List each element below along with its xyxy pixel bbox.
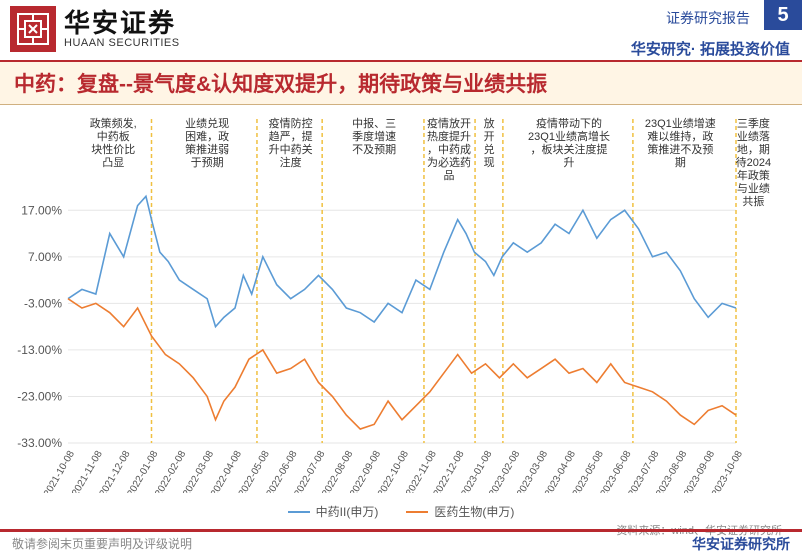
svg-text:品: 品 (444, 169, 455, 182)
svg-text:放: 放 (484, 116, 495, 130)
chart-area: -33.00% -23.00% -13.00% -3.00% 7.00% 17.00% 20… (0, 105, 802, 505)
footer: 敬请参阅末页重要声明及评级说明 华安证券研究所 (0, 529, 802, 555)
svg-text:疫情防控: 疫情防控 (269, 116, 313, 130)
svg-text:疫情带动下的: 疫情带动下的 (536, 116, 602, 130)
svg-text:，板块关注度提: ，板块关注度提 (531, 142, 608, 156)
svg-text:地，期: 地，期 (737, 143, 770, 156)
page-title: 中药：复盘--景气度&认知度双提升，期待政策与业绩共振 (0, 62, 802, 105)
svg-text:三季度: 三季度 (737, 116, 770, 130)
svg-text:年政策: 年政策 (737, 168, 770, 182)
logo-icon (10, 6, 56, 52)
svg-text:于预期: 于预期 (191, 156, 224, 169)
svg-text:业绩落: 业绩落 (737, 130, 770, 143)
svg-text:业绩兑现: 业绩兑现 (185, 116, 229, 130)
svg-text:策推进弱: 策推进弱 (185, 142, 229, 156)
svg-text:，中药成: ，中药成 (427, 143, 471, 156)
svg-text:期: 期 (675, 156, 686, 169)
svg-text:政策频发,: 政策频发, (90, 116, 137, 130)
svg-text:季度增速: 季度增速 (352, 129, 396, 143)
svg-text:待2024: 待2024 (736, 155, 771, 169)
svg-text:热度提升: 热度提升 (427, 129, 471, 143)
legend-label: 中药II(申万) (316, 503, 379, 520)
svg-text:疫情放开: 疫情放开 (427, 116, 471, 130)
svg-text:注度: 注度 (280, 155, 302, 169)
svg-text:现: 现 (484, 156, 495, 169)
legend-item: 中药II(申万) (288, 503, 379, 520)
sub-brand: 华安研究· 拓展投资价值 (631, 38, 790, 59)
svg-text:共振: 共振 (742, 194, 764, 208)
legend-swatch (406, 511, 428, 513)
svg-text:开: 开 (484, 131, 495, 143)
logo-text: 华安证券 HUAAN SECURITIES (64, 9, 180, 50)
legend-label: 医药生物(申万) (434, 503, 514, 520)
svg-text:-13.00%: -13.00% (17, 343, 62, 357)
report-type: 证券研究报告 (666, 8, 750, 28)
logo-en: HUAAN SECURITIES (64, 37, 180, 49)
svg-text:困难，政: 困难，政 (185, 129, 229, 143)
legend-swatch (288, 511, 310, 513)
svg-text:2021-10-08: 2021-10-08 (42, 449, 77, 493)
svg-text:块性价比: 块性价比 (91, 142, 135, 156)
svg-text:中报、三: 中报、三 (352, 116, 396, 130)
chart-svg: -33.00% -23.00% -13.00% -3.00% 7.00% 17.00% 20… (10, 113, 792, 493)
svg-text:-3.00%: -3.00% (24, 296, 62, 310)
svg-text:策推进不及预: 策推进不及预 (647, 142, 713, 156)
svg-text:升中药关: 升中药关 (269, 142, 313, 156)
footer-left: 敬请参阅末页重要声明及评级说明 (12, 535, 192, 552)
svg-text:-33.00%: -33.00% (17, 436, 62, 450)
svg-text:7.00%: 7.00% (28, 250, 62, 264)
footer-right: 华安证券研究所 (692, 534, 790, 554)
svg-text:为必选药: 为必选药 (427, 156, 471, 169)
svg-text:23Q1业绩增速: 23Q1业绩增速 (645, 116, 716, 130)
svg-text:不及预期: 不及预期 (352, 143, 396, 156)
legend: 中药II(申万) 医药生物(申万) (0, 503, 802, 520)
page-number: 5 (764, 0, 802, 30)
svg-text:凸显: 凸显 (102, 156, 124, 169)
svg-text:与业绩: 与业绩 (737, 182, 770, 195)
svg-text:难以维持，政: 难以维持，政 (647, 129, 713, 143)
legend-item: 医药生物(申万) (406, 503, 514, 520)
svg-text:升: 升 (564, 156, 575, 169)
svg-text:趋严，提: 趋严，提 (269, 130, 313, 143)
svg-text:中药板: 中药板 (97, 129, 130, 143)
header: 华安证券 HUAAN SECURITIES 证券研究报告 5 华安研究· 拓展投… (0, 0, 802, 60)
svg-text:17.00%: 17.00% (21, 203, 62, 217)
logo-cn: 华安证券 (64, 9, 180, 38)
svg-text:-23.00%: -23.00% (17, 389, 62, 403)
svg-text:兑: 兑 (484, 142, 495, 156)
svg-text:23Q1业绩高增长: 23Q1业绩高增长 (528, 129, 610, 143)
